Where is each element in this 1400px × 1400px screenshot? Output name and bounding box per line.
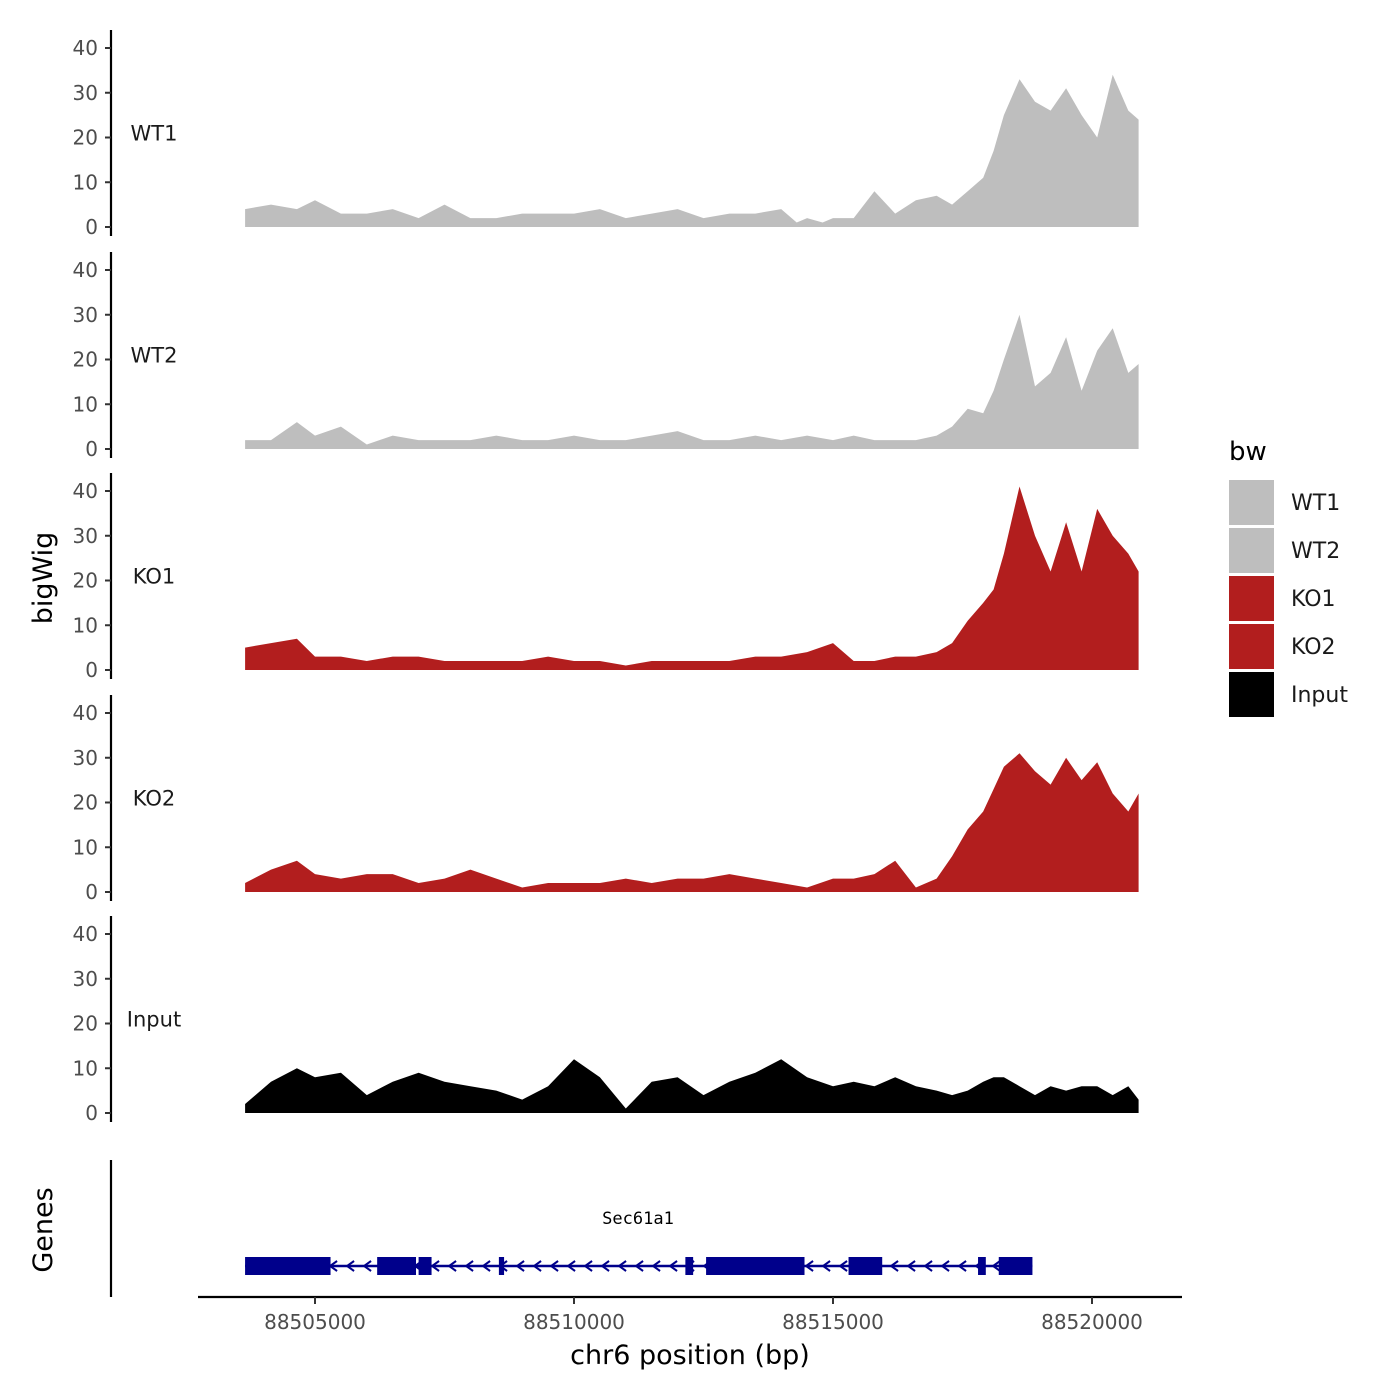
y-tick-label: 20 (73, 791, 98, 815)
genes-axis-title: Genes (28, 1187, 59, 1272)
y-tick-label: 10 (73, 1056, 98, 1080)
coverage-tracks: 0 10 20 30 40 WT1 0 10 20 30 40 WT2 0 10 20 30 40 KO1 0 10 2… (73, 30, 1139, 1125)
gene-exon (498, 1257, 505, 1275)
strand-arrow (345, 1260, 355, 1272)
legend: bw WT1 WT2 KO1 KO2 Input (1229, 437, 1348, 717)
gene-exon (418, 1257, 432, 1275)
strand-arrow (889, 1260, 899, 1272)
y-tick-label: 0 (85, 437, 98, 461)
gene-exon (848, 1257, 883, 1275)
y-tick-label: 20 (73, 1012, 98, 1036)
strand-arrow (464, 1260, 474, 1272)
y-tick-label: 40 (73, 922, 98, 946)
coverage-area-ko2 (245, 753, 1139, 892)
strand-arrow (362, 1260, 372, 1272)
strand-arrow (668, 1260, 678, 1272)
coverage-area-input (245, 1059, 1139, 1113)
legend-swatch-ko2 (1229, 624, 1274, 669)
gene-sec61a1: Sec61a1 (245, 1209, 1033, 1275)
strand-arrow (957, 1260, 967, 1272)
strand-arrow (600, 1260, 610, 1272)
y-axis-title: bigWig (28, 532, 59, 625)
y-tick-label: 30 (73, 524, 98, 548)
strand-arrow (566, 1260, 576, 1272)
y-tick-label: 10 (73, 613, 98, 637)
strand-arrow (651, 1260, 661, 1272)
gene-exon (706, 1257, 805, 1275)
track-label: KO2 (133, 787, 176, 811)
y-tick-label: 0 (85, 1101, 98, 1125)
strand-arrow (617, 1260, 627, 1272)
track-label: WT2 (131, 344, 178, 368)
track-wt1: 0 10 20 30 40 WT1 (73, 30, 1139, 239)
strand-arrow (634, 1260, 644, 1272)
legend-label: KO2 (1291, 635, 1336, 660)
legend-title: bw (1229, 437, 1267, 467)
y-tick-label: 30 (73, 303, 98, 327)
y-tick-label: 10 (73, 835, 98, 859)
strand-arrow (549, 1260, 559, 1272)
y-tick-label: 0 (85, 880, 98, 904)
track-input: 0 10 20 30 40 Input (73, 916, 1139, 1125)
strand-arrow (481, 1260, 491, 1272)
legend-swatch-wt1 (1229, 480, 1274, 525)
strand-arrow (940, 1260, 950, 1272)
track-label: Input (127, 1008, 181, 1032)
y-tick-label: 30 (73, 746, 98, 770)
strand-arrow (583, 1260, 593, 1272)
strand-arrow (906, 1260, 916, 1272)
gene-exon (978, 1257, 986, 1275)
strand-arrow (515, 1260, 525, 1272)
legend-label: Input (1291, 683, 1348, 708)
strand-arrow (821, 1260, 831, 1272)
track-ko1: 0 10 20 30 40 KO1 (73, 473, 1139, 682)
legend-label: WT1 (1291, 491, 1340, 516)
x-tick-label: 88510000 (523, 1310, 625, 1334)
y-tick-label: 20 (73, 348, 98, 372)
y-tick-label: 20 (73, 126, 98, 150)
strand-arrow (923, 1260, 933, 1272)
coverage-area-wt2 (245, 314, 1139, 449)
track-label: KO1 (133, 565, 176, 589)
y-tick-label: 30 (73, 81, 98, 105)
y-tick-label: 10 (73, 170, 98, 194)
gene-exon (377, 1257, 417, 1275)
gene-label: Sec61a1 (602, 1209, 674, 1229)
track-label: WT1 (131, 122, 178, 146)
x-axis-title: chr6 position (bp) (570, 1340, 810, 1371)
strand-arrow (804, 1260, 814, 1272)
y-tick-label: 40 (73, 701, 98, 725)
gene-exon (998, 1257, 1033, 1275)
y-tick-label: 0 (85, 215, 98, 239)
legend-swatch-ko1 (1229, 576, 1274, 621)
y-tick-label: 40 (73, 36, 98, 60)
y-tick-label: 40 (73, 479, 98, 503)
x-axis: 88505000 88510000 88515000 88520000 (198, 1295, 1182, 1334)
gene-track: Sec61a1 (109, 1160, 1033, 1297)
coverage-area-ko1 (245, 486, 1139, 670)
legend-swatch-input (1229, 672, 1274, 717)
y-tick-label: 10 (73, 392, 98, 416)
x-tick-label: 88520000 (1041, 1310, 1143, 1334)
strand-arrow (991, 1260, 1001, 1272)
strand-arrow (430, 1260, 440, 1272)
gene-exon (685, 1257, 694, 1275)
legend-label: WT2 (1291, 539, 1340, 564)
legend-label: KO1 (1291, 587, 1336, 612)
y-tick-label: 40 (73, 258, 98, 282)
track-ko2: 0 10 20 30 40 KO2 (73, 695, 1139, 904)
track-wt2: 0 10 20 30 40 WT2 (73, 252, 1139, 461)
coverage-area-wt1 (245, 74, 1139, 227)
strand-arrow (447, 1260, 457, 1272)
strand-arrow (838, 1260, 848, 1272)
y-tick-label: 30 (73, 967, 98, 991)
x-tick-label: 88515000 (782, 1310, 884, 1334)
y-tick-label: 0 (85, 658, 98, 682)
y-tick-label: 20 (73, 569, 98, 593)
gene-exon (245, 1257, 331, 1275)
x-tick-label: 88505000 (264, 1310, 366, 1334)
strand-arrow (532, 1260, 542, 1272)
legend-swatch-wt2 (1229, 528, 1274, 573)
